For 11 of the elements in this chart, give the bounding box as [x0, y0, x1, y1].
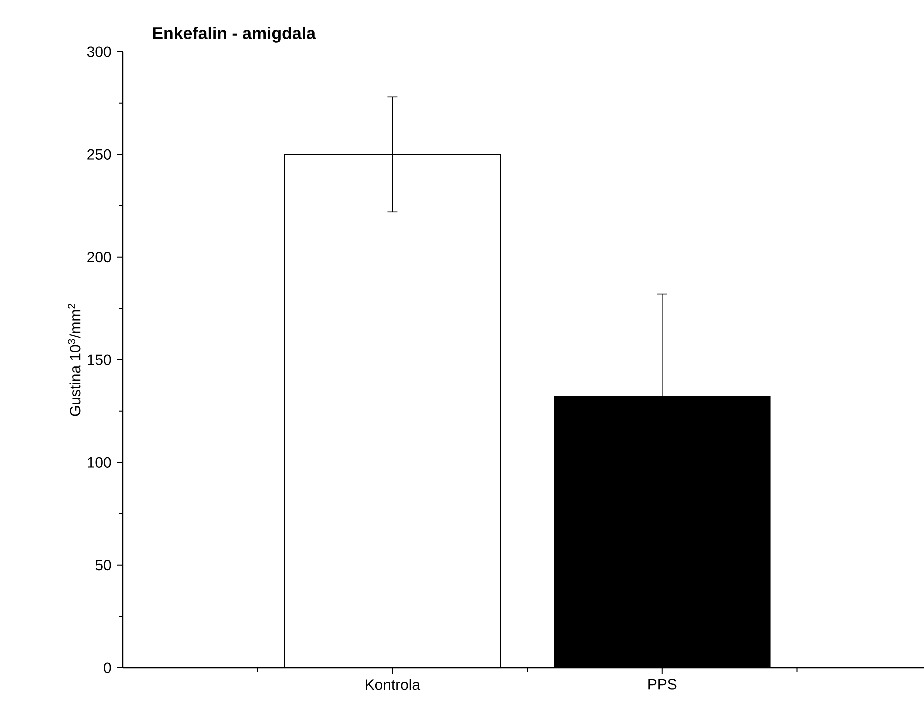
y-tick-label: 250 — [88, 149, 112, 160]
y-tick-label: 50 — [96, 560, 112, 571]
y-tick-label: 200 — [88, 252, 112, 263]
y-tick-label: 150 — [88, 354, 112, 366]
y-tick-label: 0 — [104, 662, 112, 674]
x-tick-label: Kontrola — [366, 679, 421, 690]
chart-title: Enkefalin - amigdala — [153, 26, 316, 43]
x-tick-label: PPS — [648, 679, 677, 690]
y-tick-label: 300 — [87, 46, 112, 58]
y-tick-label: 100 — [88, 457, 112, 468]
y-axis-title: Gustina 10$^{3}$/mm$^{2}$ — [68, 304, 81, 416]
